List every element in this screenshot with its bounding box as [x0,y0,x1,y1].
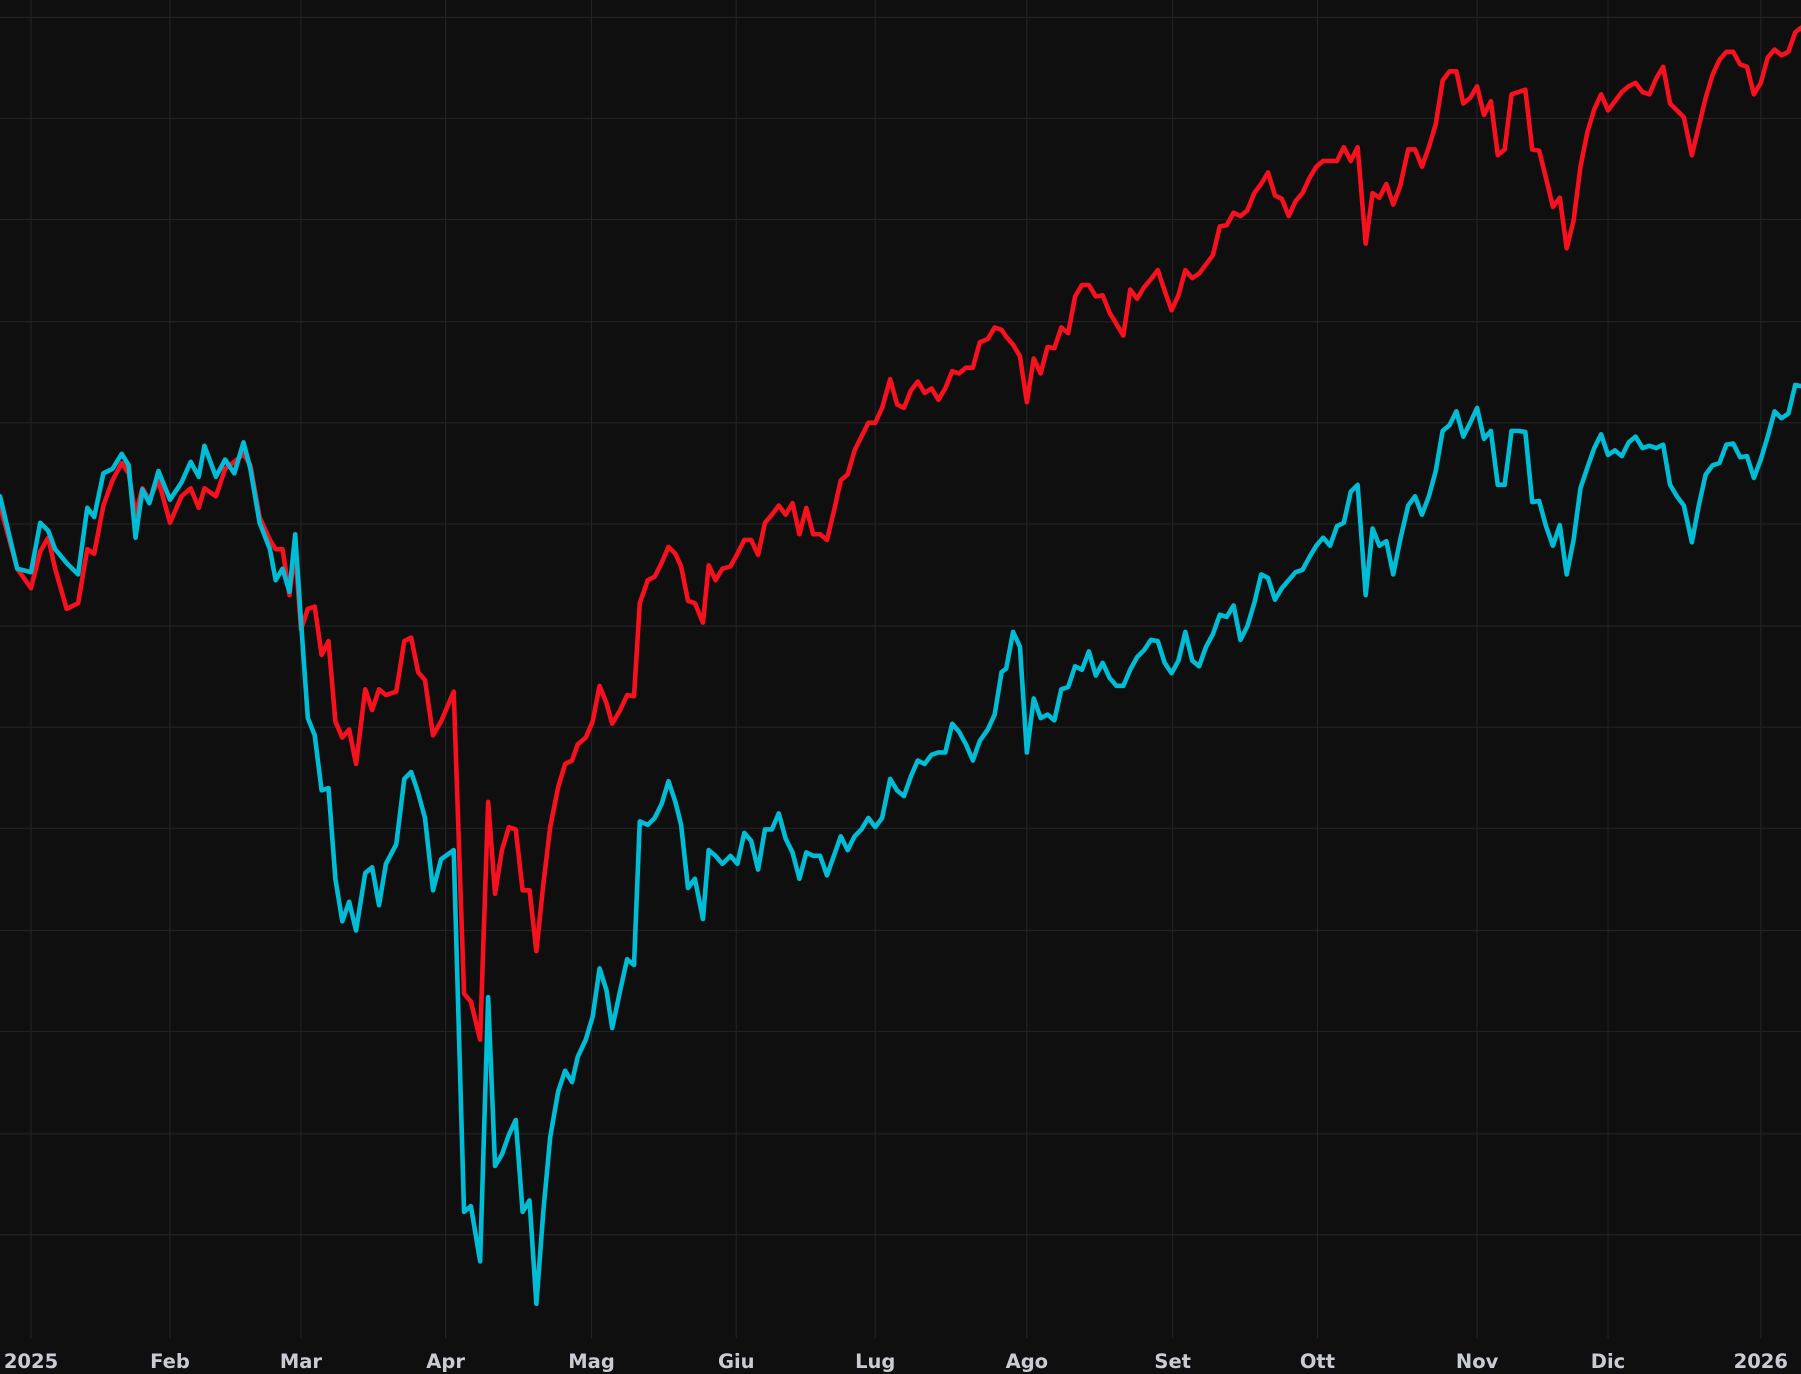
x-tick-label: Mag [568,1350,615,1373]
x-tick-label: Giu [718,1350,755,1373]
x-tick-label: 2026 [1734,1350,1788,1373]
x-tick-label: Lug [855,1350,895,1373]
x-tick-label: Apr [426,1350,465,1373]
line-series [0,382,1801,1307]
x-tick-label: Set [1154,1350,1191,1373]
x-tick-label: Nov [1456,1350,1499,1373]
x-tick-label: Ott [1300,1350,1335,1373]
x-tick-label: Mar [280,1350,323,1373]
x-tick-label: Ago [1006,1350,1048,1373]
x-tick-label: Feb [150,1350,190,1373]
line-series [0,25,1801,1042]
x-tick-label: Dic [1591,1350,1625,1373]
x-tick-label: 2025 [4,1350,58,1373]
